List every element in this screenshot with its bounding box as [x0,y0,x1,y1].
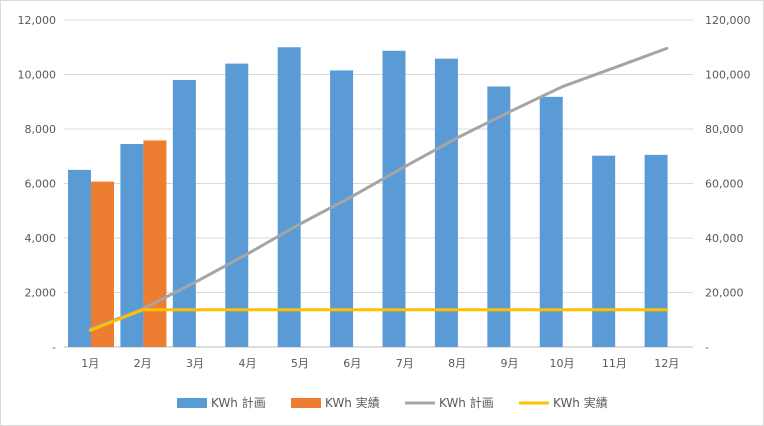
bar [277,47,301,347]
series-line [88,46,669,331]
x-tick-label: 3月 [186,357,204,370]
x-tick-label: 5月 [291,357,309,370]
x-tick-label: 12月 [654,357,679,370]
bar [120,143,144,347]
x-tick-label: 9月 [501,357,519,370]
x-tick-label: 8月 [448,357,466,370]
y-left-tick-label: 10,000 [18,69,57,82]
legend-item: KWh 計画 [177,395,266,410]
y-right-tick-label: 100,000 [705,69,751,82]
y-left-tick-label: 12,000 [18,14,57,27]
y-left-tick-label: - [52,341,56,354]
legend-label: KWh 実績 [325,395,380,410]
x-tick-label: 1月 [81,357,99,370]
legend-label: KWh 計画 [439,395,494,410]
bar [91,181,114,347]
y-right-tick-label: 40,000 [705,232,744,245]
y-right-tick-label: 80,000 [705,123,744,136]
x-tick-label: 2月 [134,357,152,370]
series-line [88,308,669,332]
bar [487,86,511,348]
gridlines [64,19,693,348]
legend-swatch [291,398,321,408]
bar [592,155,616,347]
bar [382,50,406,347]
legend: KWh 計画 KWh 実績 KWh 計画 KWh 実績 [177,395,608,410]
bar [330,70,354,347]
x-tick-label: 11月 [602,357,627,370]
y-left-tick-label: 8,000 [25,123,57,136]
x-tick-label: 6月 [343,357,361,370]
bar [68,169,91,347]
legend-item: KWh 実績 [519,395,608,410]
y-right-tick-label: 60,000 [705,178,744,191]
bar [434,58,458,347]
legend-label: KWh 実績 [553,395,608,410]
legend-item: KWh 実績 [291,395,380,410]
bar [143,140,167,347]
bars [68,47,668,348]
bar [225,63,249,347]
y-left-tick-label: 6,000 [25,178,57,191]
axes: - - 2,000 20,000 4,000 40,000 6,000 60,000 8,000… [18,14,751,370]
bar [644,154,668,347]
y-right-tick-label: - [705,341,709,354]
lines [88,46,669,332]
x-tick-label: 4月 [238,357,256,370]
legend-item: KWh 計画 [405,395,494,410]
y-left-tick-label: 2,000 [25,287,57,300]
x-tick-label: 10月 [549,357,574,370]
bar [172,79,196,347]
y-left-tick-label: 4,000 [25,232,57,245]
legend-label: KWh 計画 [211,395,266,410]
y-right-tick-label: 20,000 [705,287,744,300]
y-right-tick-label: 120,000 [705,14,751,27]
legend-swatch [177,398,207,408]
bar [539,96,563,347]
x-tick-label: 7月 [396,357,414,370]
